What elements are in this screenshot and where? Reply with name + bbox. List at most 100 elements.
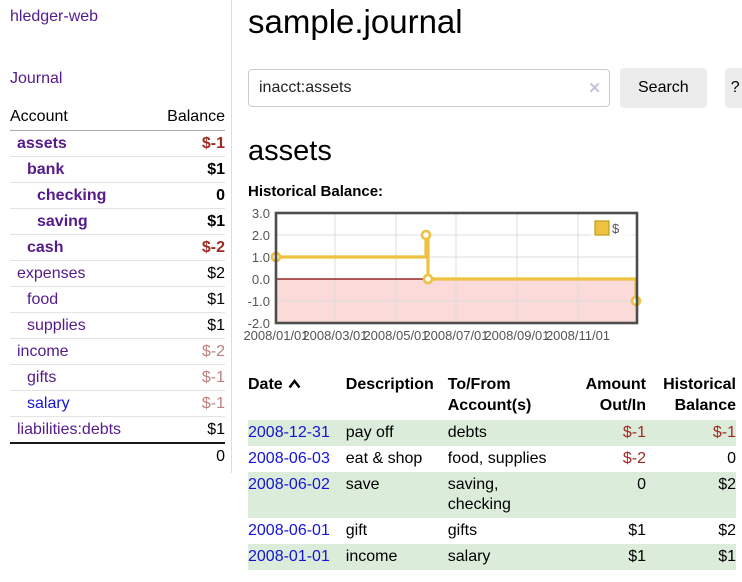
account-balance: $-1: [151, 364, 225, 391]
account-balance: $-1: [201, 135, 225, 152]
legend-label: $: [612, 221, 620, 236]
transaction-balance: $2: [718, 476, 736, 493]
transaction-amount: $-1: [622, 424, 647, 441]
sidebar: hledger-web Journal Account Balance asse…: [0, 0, 232, 473]
account-balance: $2: [151, 260, 225, 287]
sort-ascending-icon: [288, 379, 301, 389]
transaction-balance: $1: [718, 548, 736, 565]
app-title-link[interactable]: hledger-web: [10, 8, 99, 25]
accounts-table: Account Balance assets $-1 bank $1 check…: [10, 106, 225, 469]
search-input[interactable]: [248, 69, 610, 107]
svg-text:3.0: 3.0: [252, 206, 270, 221]
transaction-description: save: [345, 476, 380, 493]
svg-text:2008/03/01: 2008/03/01: [302, 328, 367, 343]
transaction-date-link[interactable]: 2008-01-01: [248, 548, 330, 565]
historical-balance-chart: $ 3.0 2.0 1.0 0.0 -1.0 -2.0 2008/01/01 2…: [243, 206, 642, 343]
account-balance: $-2: [151, 234, 225, 261]
account-balance: $1: [151, 286, 225, 313]
chart-title: Historical Balance:: [248, 183, 384, 200]
transaction-accounts: food, supplies: [447, 450, 547, 467]
svg-text:0.0: 0.0: [252, 272, 270, 287]
account-link-salary[interactable]: salary: [27, 395, 70, 412]
table-row: 2008-06-02 save saving, checking 0 $2: [248, 472, 736, 518]
table-row: assets $-1: [10, 131, 225, 157]
search-bar: ✕ Search ?: [248, 68, 742, 108]
svg-text:2008/09/01: 2008/09/01: [484, 328, 549, 343]
balance-column-header: Balance: [151, 106, 225, 131]
register-header-row: Date Description To/From Account(s) Amou…: [248, 372, 736, 420]
transaction-accounts: saving, checking: [447, 476, 511, 513]
help-button[interactable]: ?: [724, 68, 742, 108]
account-link-food[interactable]: food: [27, 291, 59, 308]
legend-swatch: [594, 220, 610, 236]
search-button[interactable]: Search: [620, 68, 707, 108]
amount-column-header: Amount Out/In: [585, 376, 647, 414]
account-balance: $1: [151, 312, 225, 339]
clear-search-icon[interactable]: ✕: [588, 80, 601, 97]
table-row: 2008-06-03 eat & shop food, supplies $-2…: [248, 446, 736, 472]
table-row: bank $1: [10, 156, 225, 183]
account-balance: $-2: [151, 338, 225, 365]
account-link-supplies[interactable]: supplies: [27, 317, 86, 334]
transaction-balance: $2: [718, 522, 736, 539]
main-content: sample.journal ✕ Search ? assets Histori…: [243, 0, 742, 570]
table-row: 2008-06-01 gift gifts $1 $2: [248, 518, 736, 544]
table-row: liabilities:debts $1: [10, 416, 225, 443]
transaction-description: income: [345, 548, 398, 565]
account-link-assets[interactable]: assets: [17, 135, 67, 152]
account-link-bank[interactable]: bank: [27, 161, 65, 178]
svg-text:2008/07/01: 2008/07/01: [423, 328, 488, 343]
account-balance: $1: [151, 416, 225, 443]
svg-text:-2.0: -2.0: [248, 316, 270, 331]
svg-text:1.0: 1.0: [252, 250, 270, 265]
transaction-date-link[interactable]: 2008-06-01: [248, 522, 330, 539]
plot-border: [274, 211, 639, 325]
transaction-amount: $1: [628, 548, 647, 565]
table-row: 2008-12-31 pay off debts $-1 $-1: [248, 420, 736, 446]
account-balance: $-1: [151, 390, 225, 417]
chart-legend: $: [591, 218, 633, 239]
x-axis-labels: 2008/01/01 2008/03/01 2008/05/01 2008/07…: [243, 328, 610, 343]
account-balance: $1: [151, 156, 225, 183]
sidebar-item-journal[interactable]: Journal: [10, 70, 63, 87]
balance-column-header: Historical Balance: [663, 376, 736, 414]
transaction-amount: $-2: [622, 450, 647, 467]
tofrom-column-header: To/From Account(s): [447, 376, 532, 414]
accounts-total-value: 0: [151, 442, 225, 469]
y-axis-labels: 3.0 2.0 1.0 0.0 -1.0 -2.0: [248, 206, 270, 331]
account-link-gifts[interactable]: gifts: [27, 369, 57, 386]
transaction-date-link[interactable]: 2008-06-03: [248, 450, 330, 467]
page-title: sample.journal: [248, 3, 463, 40]
account-link-income[interactable]: income: [17, 343, 69, 360]
table-row: salary $-1: [10, 390, 225, 417]
transaction-description: pay off: [345, 424, 394, 441]
svg-text:2008/05/01: 2008/05/01: [363, 328, 428, 343]
table-row: supplies $1: [10, 312, 225, 339]
svg-text:2008/11/01: 2008/11/01: [546, 328, 610, 343]
account-balance: 0: [151, 182, 225, 209]
transaction-amount: $1: [628, 522, 647, 539]
transaction-accounts: salary: [447, 548, 491, 565]
account-link-cash[interactable]: cash: [27, 239, 64, 256]
date-column-header[interactable]: Date: [248, 372, 346, 420]
table-row: gifts $-1: [10, 364, 225, 391]
account-page-title: assets: [248, 135, 332, 167]
table-row: checking 0: [10, 182, 225, 209]
account-balance: $1: [151, 208, 225, 235]
account-link-checking[interactable]: checking: [37, 187, 107, 204]
account-link-liabilities-debts[interactable]: liabilities:debts: [17, 421, 122, 438]
account-link-expenses[interactable]: expenses: [17, 265, 86, 282]
transaction-date-link[interactable]: 2008-12-31: [248, 424, 330, 441]
svg-text:-1.0: -1.0: [248, 294, 270, 309]
account-column-header: Account: [10, 106, 152, 131]
transaction-accounts: debts: [447, 424, 487, 441]
description-column-header: Description: [345, 376, 434, 393]
table-row: cash $-2: [10, 234, 225, 261]
transaction-date-link[interactable]: 2008-06-02: [248, 476, 330, 493]
transaction-description: gift: [345, 522, 368, 539]
table-row: food $1: [10, 286, 225, 313]
transaction-description: eat & shop: [345, 450, 423, 467]
table-row: income $-2: [10, 338, 225, 365]
transaction-balance: $-1: [712, 424, 736, 441]
account-link-saving[interactable]: saving: [37, 213, 88, 230]
